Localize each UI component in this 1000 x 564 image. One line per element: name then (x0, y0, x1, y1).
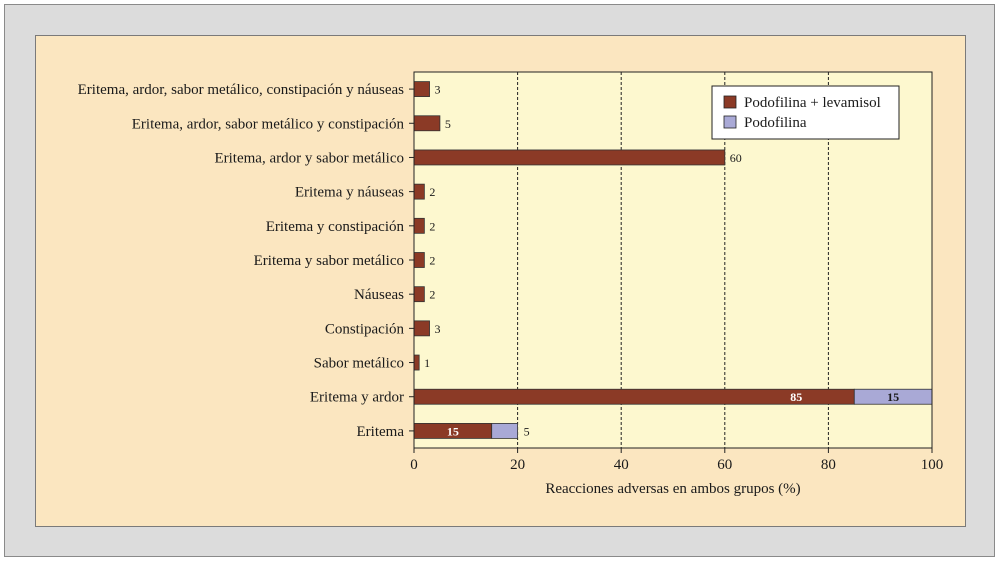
data-label-primary-2: 60 (730, 151, 742, 165)
x-tick-label-60: 60 (717, 457, 732, 473)
x-tick-label-0: 0 (410, 457, 418, 473)
legend-label-primary: Podofilina + levamisol (744, 95, 881, 111)
data-label-primary-1: 5 (445, 117, 451, 131)
category-label-4: Eritema y constipación (266, 219, 405, 235)
legend-swatch-primary (723, 95, 737, 109)
bar-chart: 3 5 60 2 2 2 2 3 1 85 15 15 5 0 20 40 60 80 100 Eritema, … (78, 71, 944, 497)
bar-primary-3 (413, 183, 425, 200)
data-label-secondary-10: 5 (524, 424, 530, 438)
category-labels: Eritema, ardor, sabor metálico, constipa… (78, 82, 414, 440)
category-label-8: Sabor metálico (314, 356, 404, 372)
data-label-primary-8: 1 (424, 356, 430, 370)
data-label-primary-4: 2 (429, 219, 435, 233)
category-label-3: Eritema y náuseas (295, 185, 404, 201)
x-tick-label-80: 80 (821, 457, 836, 473)
legend-label-secondary: Podofilina (744, 115, 807, 131)
bar-primary-5 (413, 252, 425, 268)
data-label-primary-5: 2 (429, 254, 435, 268)
category-label-10: Eritema (357, 424, 405, 440)
chart-panel: 3 5 60 2 2 2 2 3 1 85 15 15 5 0 20 40 60 80 100 Eritema, … (35, 35, 966, 527)
bar-primary-9 (413, 388, 855, 405)
legend-box (711, 85, 900, 140)
category-label-0: Eritema, ardor, sabor metálico, constipa… (78, 82, 405, 98)
x-tick-label-20: 20 (510, 457, 525, 473)
category-label-5: Eritema y sabor metálico (254, 253, 404, 269)
category-label-6: Náuseas (354, 287, 404, 303)
x-tick-label-100: 100 (921, 457, 944, 473)
data-label-secondary-9: 15 (887, 390, 899, 404)
bar-primary-6 (413, 286, 425, 303)
data-label-primary-10: 15 (447, 424, 459, 438)
data-label-primary-3: 2 (429, 185, 435, 199)
bars: 3 5 60 2 2 2 2 3 1 85 15 15 5 (413, 81, 933, 439)
bar-secondary-10 (491, 423, 519, 439)
x-axis-label: Reacciones adversas en ambos grupos (%) (545, 481, 800, 497)
bar-primary-8 (413, 354, 420, 371)
category-label-9: Eritema y ardor (310, 390, 404, 406)
bar-primary-1 (413, 115, 441, 132)
category-label-2: Eritema, ardor y sabor metálico (214, 150, 404, 166)
data-label-primary-7: 3 (435, 322, 441, 336)
data-label-primary-6: 2 (429, 288, 435, 302)
bar-primary-7 (413, 320, 430, 337)
data-label-primary-0: 3 (435, 83, 441, 97)
category-label-1: Eritema, ardor, sabor metálico y constip… (132, 116, 405, 132)
legend: Podofilina + levamisol Podofilina (711, 85, 900, 140)
bar-primary-4 (413, 217, 425, 234)
legend-swatch-secondary (723, 115, 737, 129)
bar-primary-0 (413, 81, 430, 97)
figure-frame: 3 5 60 2 2 2 2 3 1 85 15 15 5 0 20 40 60 80 100 Eritema, … (4, 4, 995, 557)
bar-primary-2 (413, 149, 726, 166)
category-label-7: Constipación (325, 321, 405, 337)
data-label-primary-9: 85 (790, 390, 802, 404)
x-tick-label-40: 40 (614, 457, 629, 473)
